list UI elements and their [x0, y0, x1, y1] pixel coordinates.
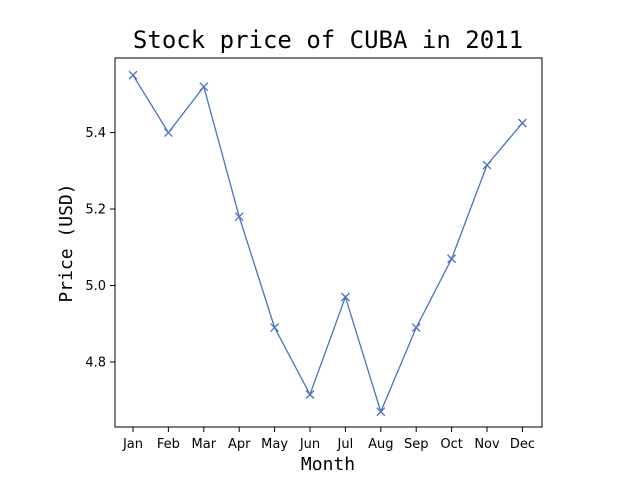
marker-stroke: [199, 82, 209, 92]
data-point-marker: [199, 82, 209, 92]
marker-stroke: [411, 323, 421, 333]
chart-title: Stock price of CUBA in 2011: [133, 26, 523, 54]
marker-stroke: [482, 160, 492, 170]
x-tick-label: Feb: [157, 437, 180, 452]
series-line: [132, 74, 523, 414]
axis-ticks: Jan Feb Mar Apr May Jun Jul Aug Sep Oct Nov Dec 4.8 5…: [85, 126, 535, 452]
x-tick-label: Jul: [337, 437, 354, 452]
x-axis-label: Month: [301, 454, 355, 475]
marker-stroke: [517, 118, 527, 128]
data-point-marker: [340, 292, 350, 302]
data-point-marker: [517, 118, 527, 128]
x-tick-label: Nov: [474, 437, 500, 452]
data-point-marker: [482, 160, 492, 170]
y-tick-label: 5.2: [85, 203, 106, 218]
x-tick-label: Jan: [122, 437, 143, 452]
data-point-marker: [163, 128, 173, 138]
y-tick-label: 5.4: [85, 126, 106, 141]
x-tick-label: Dec: [510, 437, 535, 452]
y-tick-label: 5.0: [85, 279, 106, 294]
y-axis-label: Price (USD): [56, 183, 77, 302]
data-series: [128, 70, 527, 417]
data-point-marker: [234, 212, 244, 222]
marker-stroke: [305, 390, 315, 399]
marker-stroke: [447, 254, 457, 264]
marker-stroke: [270, 323, 280, 333]
x-tick-label: Sep: [404, 437, 429, 452]
x-tick-label: Oct: [440, 437, 462, 452]
data-point-marker: [411, 323, 421, 333]
x-tick-label: Apr: [228, 437, 251, 452]
marker-stroke: [340, 292, 350, 302]
x-tick-label: Jun: [299, 437, 320, 452]
data-point-marker: [270, 323, 280, 333]
y-tick-label: 4.8: [85, 355, 106, 370]
plot-frame: [114, 57, 543, 428]
marker-stroke: [128, 70, 138, 80]
x-tick-label: Aug: [368, 437, 393, 452]
marker-stroke: [234, 212, 244, 222]
data-point-marker: [305, 390, 315, 399]
x-tick-label: Mar: [192, 437, 217, 452]
data-point-marker: [447, 254, 457, 264]
data-point-marker: [128, 70, 138, 80]
data-point-marker: [376, 407, 386, 417]
marker-stroke: [376, 407, 386, 417]
x-tick-label: May: [261, 437, 288, 452]
marker-stroke: [163, 128, 173, 138]
